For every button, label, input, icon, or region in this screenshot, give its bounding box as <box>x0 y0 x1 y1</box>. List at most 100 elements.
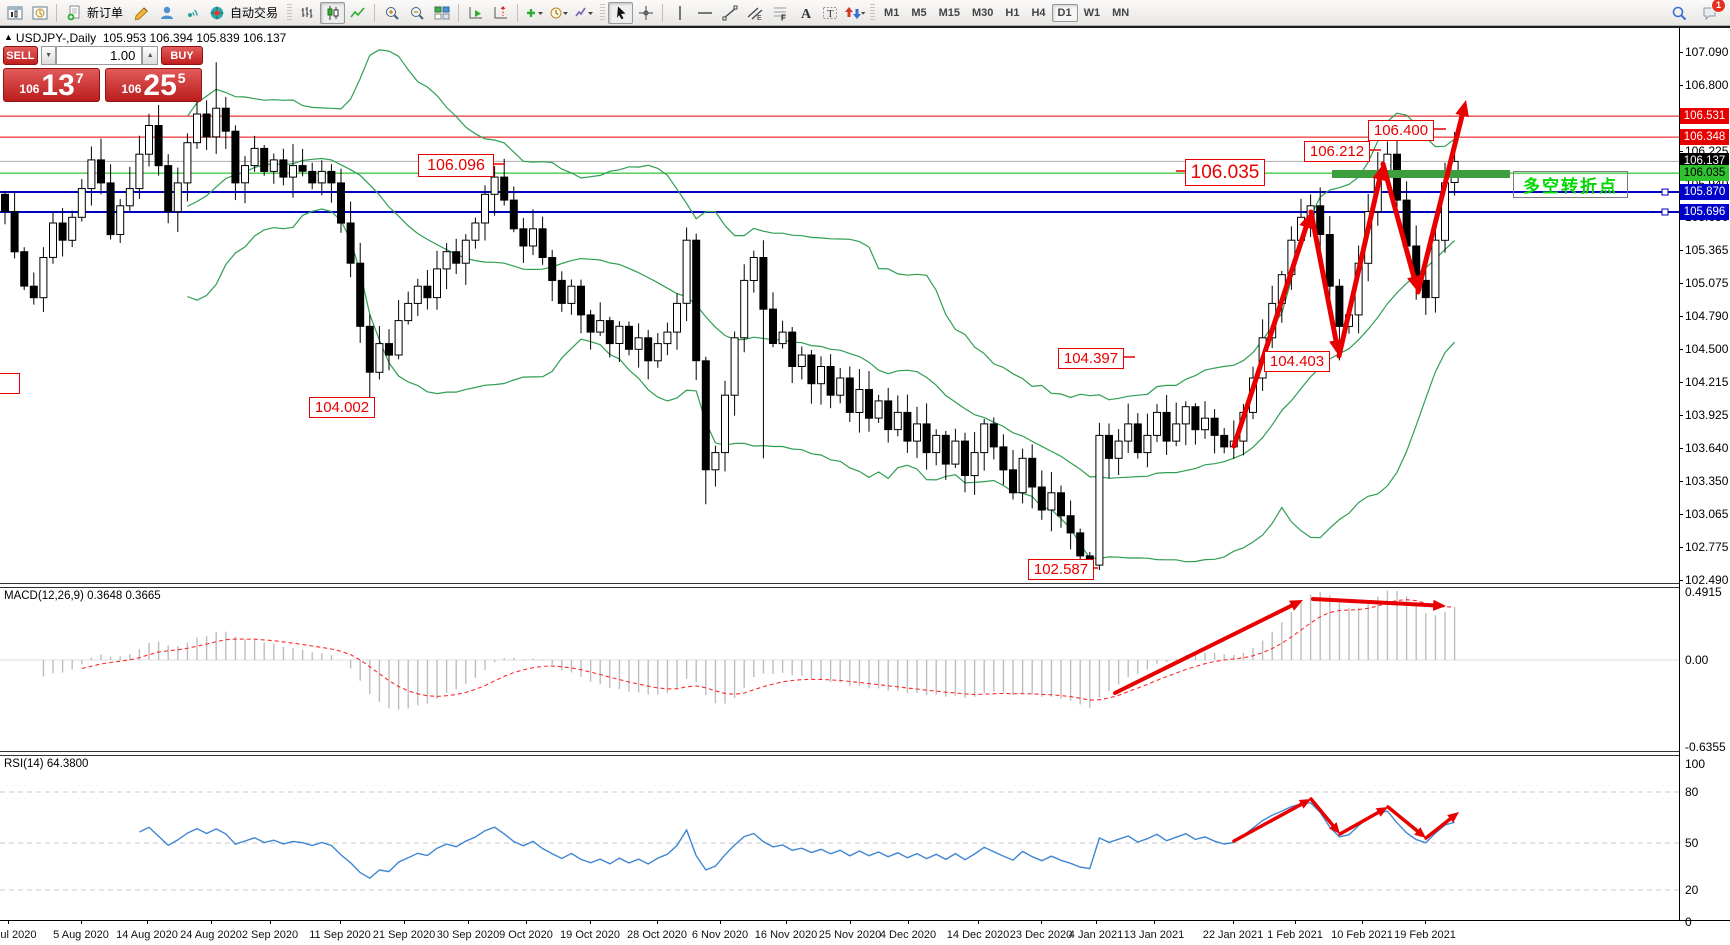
candle <box>807 354 816 385</box>
candle <box>845 377 854 413</box>
sell-price-main: 13 <box>41 69 75 102</box>
price-annotation-104.403[interactable]: 104.403 <box>1264 351 1330 372</box>
rsi-panel[interactable] <box>0 755 1679 920</box>
new-order-icon[interactable] <box>61 2 86 24</box>
candle <box>1066 515 1075 534</box>
price-annotation-106.400[interactable]: 106.400 <box>1368 120 1434 141</box>
search-icon[interactable] <box>1666 2 1691 24</box>
indicators-icon[interactable] <box>522 2 547 24</box>
svg-text:F: F <box>781 13 786 21</box>
tf-mn[interactable]: MN <box>1112 6 1130 19</box>
candle <box>596 320 605 333</box>
tf-w1[interactable]: W1 <box>1083 6 1101 19</box>
candle <box>980 423 989 454</box>
tf-m5[interactable]: M5 <box>911 6 927 19</box>
candle <box>97 159 105 184</box>
panel-separator[interactable] <box>0 751 1730 756</box>
chart-shift-icon[interactable] <box>488 2 513 24</box>
price-annotation-106.212[interactable]: 106.212 <box>1304 141 1370 162</box>
collapse-arrow-icon[interactable]: ▲ <box>4 32 13 42</box>
trend-arrow[interactable] <box>1289 600 1303 611</box>
signals-icon[interactable] <box>179 2 204 24</box>
tf-m30[interactable]: M30 <box>972 6 994 19</box>
auto-scroll-icon[interactable] <box>463 2 488 24</box>
tf-m15[interactable]: M15 <box>938 6 960 19</box>
bar-chart-icon[interactable] <box>295 2 320 24</box>
autotrading-label[interactable]: 自动交易 <box>230 6 279 20</box>
trend-arrow[interactable] <box>1414 827 1426 838</box>
support-zone-bar[interactable] <box>1332 170 1510 178</box>
cn-annotation-box[interactable]: 多空转折点 <box>1513 171 1628 198</box>
cursor-icon[interactable] <box>608 1 634 24</box>
trend-arrow[interactable] <box>1432 599 1446 611</box>
candle <box>183 142 192 184</box>
candle <box>634 337 643 350</box>
candle <box>692 239 701 362</box>
tile-windows-icon[interactable] <box>429 2 454 24</box>
axis-tick <box>1679 481 1683 483</box>
price-annotation-86[interactable]: 86 <box>0 373 20 394</box>
price-chart[interactable] <box>0 25 1679 583</box>
templates-icon[interactable] <box>572 2 597 24</box>
candlestick-chart-icon[interactable] <box>320 1 346 24</box>
tf-d1[interactable]: D1 <box>1051 3 1078 22</box>
price-annotation-106.096[interactable]: 106.096 <box>418 154 494 177</box>
horizontal-line-icon[interactable] <box>692 2 717 24</box>
axis-tick <box>1679 382 1683 383</box>
buy-button[interactable]: BUY <box>161 46 204 65</box>
autotrading-icon[interactable] <box>204 2 229 24</box>
date-axis[interactable] <box>0 920 1730 945</box>
sell-button[interactable]: SELL <box>3 46 38 65</box>
volume-down-button[interactable]: ▼ <box>40 46 57 65</box>
periods-icon[interactable] <box>547 2 572 24</box>
notifications-icon[interactable]: 1 <box>1697 0 1726 24</box>
trend-arrow[interactable] <box>1329 822 1340 834</box>
new-order-label[interactable]: 新订单 <box>87 6 124 20</box>
tf-m1[interactable]: M1 <box>884 6 900 19</box>
price-annotation-106.035[interactable]: 106.035 <box>1185 159 1265 186</box>
date-label: 13 Jan 2021 <box>1123 929 1185 941</box>
price-annotation-104.002[interactable]: 104.002 <box>309 397 375 418</box>
candle <box>1316 205 1325 236</box>
line-chart-icon[interactable] <box>345 2 370 24</box>
zoom-out-icon[interactable] <box>404 2 429 24</box>
candle <box>452 251 461 264</box>
trend-arrow[interactable] <box>1298 799 1311 809</box>
vertical-line-icon[interactable] <box>667 2 692 24</box>
arrows-shapes-icon[interactable] <box>842 2 867 24</box>
candle <box>836 377 845 396</box>
trend-arrow[interactable] <box>1455 100 1469 118</box>
candle <box>1210 417 1219 436</box>
zoom-in-icon[interactable] <box>379 2 404 24</box>
trendline-icon[interactable] <box>717 2 742 24</box>
panel-separator[interactable] <box>0 583 1730 588</box>
buy-price-tile[interactable]: 106 25 5 <box>105 68 202 102</box>
axis-tick <box>1679 580 1683 581</box>
candle <box>1421 279 1430 299</box>
community-icon[interactable] <box>154 2 179 24</box>
buy-price-pip: 5 <box>177 70 186 86</box>
candle <box>1191 406 1200 431</box>
candle <box>989 423 998 448</box>
sell-price-tile[interactable]: 106 13 7 <box>3 68 100 102</box>
price-annotation-104.397[interactable]: 104.397 <box>1058 348 1124 369</box>
trend-arrow[interactable] <box>1447 812 1459 823</box>
trend-arrow[interactable] <box>1375 807 1388 817</box>
fibonacci-icon[interactable]: F <box>767 2 792 24</box>
equidistant-channel-icon[interactable]: E <box>742 2 767 24</box>
new-chart-icon[interactable] <box>2 2 27 24</box>
chart-profiles-icon[interactable] <box>27 2 52 24</box>
text-icon[interactable]: A <box>792 2 817 24</box>
volume-up-button[interactable]: ▲ <box>142 46 159 65</box>
crosshair-icon[interactable] <box>633 2 658 24</box>
candle <box>471 222 480 241</box>
volume-input[interactable] <box>56 46 143 65</box>
macd-panel[interactable] <box>0 587 1679 751</box>
tf-h4[interactable]: H4 <box>1031 6 1046 19</box>
price-annotation-102.587[interactable]: 102.587 <box>1028 559 1094 580</box>
text-label-icon[interactable]: T <box>817 2 842 24</box>
crayon-icon[interactable] <box>129 2 154 24</box>
candle <box>365 325 374 373</box>
candle <box>1047 492 1056 511</box>
tf-h1[interactable]: H1 <box>1005 6 1020 19</box>
